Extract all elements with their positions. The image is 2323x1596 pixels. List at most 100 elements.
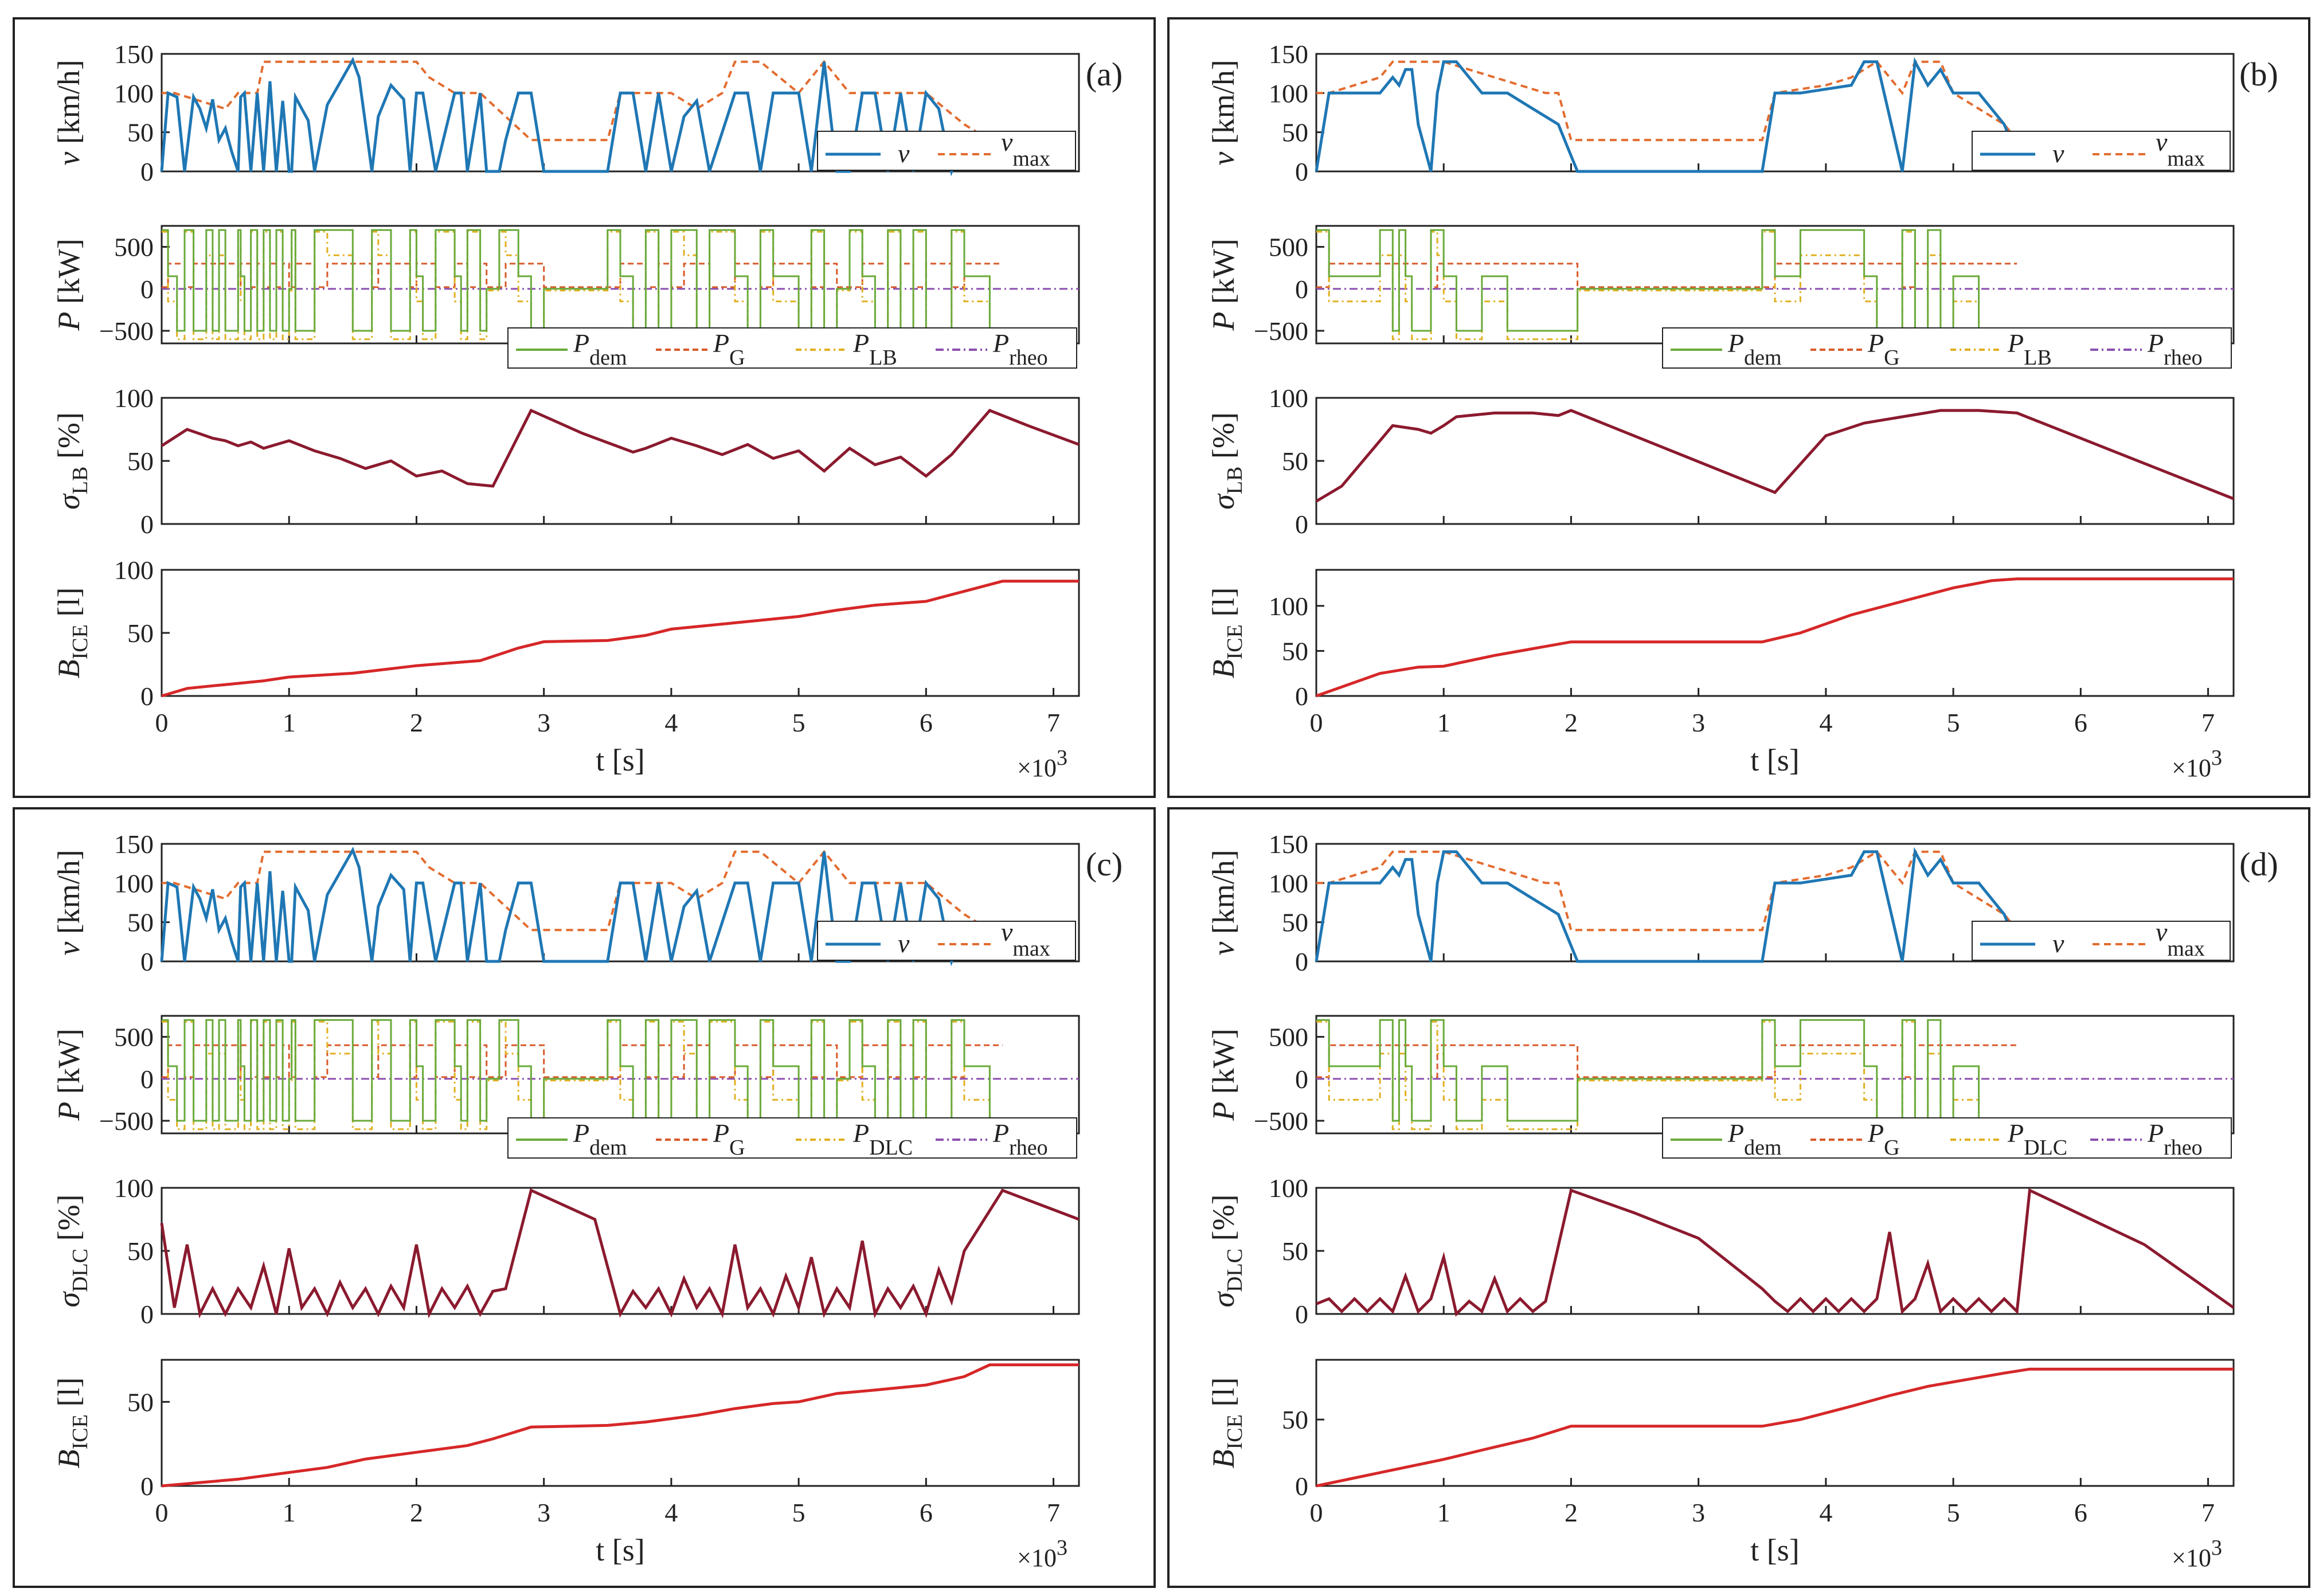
legend-P: Pdem PG PLB Prheo	[507, 327, 1077, 370]
y-tick-label: 50	[127, 908, 154, 937]
axes-box	[161, 397, 1080, 525]
legend-v: v vmax	[1972, 917, 2231, 961]
y-axis-label: σLB [%]	[1206, 412, 1247, 510]
y-tick-label: 50	[1282, 1405, 1308, 1434]
x-tick-label: 2	[410, 708, 423, 737]
y-tick-label: 100	[114, 384, 154, 413]
legend-Pdem-label: Pdem	[573, 1118, 627, 1160]
y-axis-symbol: v	[1206, 152, 1241, 166]
x-tick-label: 6	[2074, 1498, 2087, 1527]
x-tick-label: 1	[283, 708, 296, 737]
axes-box	[1315, 397, 2235, 525]
y-axis-label: v [km/h]	[1206, 60, 1241, 165]
legend-vmax-label: vmax	[1001, 917, 1050, 961]
legend-box	[1662, 1117, 2232, 1159]
y-tick-label: 0	[140, 275, 154, 304]
panel-tag: (a)	[1086, 56, 1123, 93]
legend-Pdem-label: Pdem	[573, 328, 627, 370]
x-axis-exponent: ×103	[2172, 746, 2222, 782]
x-tick-label: 1	[1437, 1498, 1450, 1527]
subplot-P-a: −500 0 500 P [kW] Pdem PG PLB Prheo	[52, 225, 1080, 370]
y-tick-label: −500	[99, 316, 154, 346]
subplot-P-b: −500 0 500 P [kW] Pdem PG PLB Prheo	[1206, 225, 2235, 370]
x-tick-label: 2	[1565, 1498, 1578, 1527]
y-axis-unit: [%]	[52, 412, 86, 466]
x-axis-label: t [s]	[596, 743, 644, 777]
y-tick-label: 50	[1282, 1237, 1308, 1266]
x-tick-label: 7	[2201, 708, 2215, 737]
y-axis-label: P [kW]	[52, 238, 86, 331]
y-axis-symbol: σ	[1206, 1291, 1241, 1308]
y-tick-label: 0	[140, 510, 154, 539]
y-tick-label: 500	[114, 1023, 154, 1052]
subplot-P-c: −500 0 500 P [kW] Pdem PG PDLC Prheo	[52, 1015, 1080, 1160]
x-tick-label: 0	[1310, 1498, 1323, 1527]
y-axis-label: BICE [l]	[52, 588, 92, 679]
subplot-sigma-c: 0 50 100 σDLC [%]	[52, 1173, 1080, 1329]
y-tick-label: 150	[1269, 40, 1308, 69]
axes-box	[1315, 1187, 2235, 1315]
subplot-sigma-b: 0 50 100 σLB [%]	[1206, 384, 2235, 539]
series-v	[1315, 847, 2019, 963]
y-axis-subscript: LB	[1223, 467, 1247, 495]
y-tick-label: 50	[127, 118, 154, 147]
y-tick-label: 500	[1269, 1023, 1308, 1052]
y-axis-label: v [km/h]	[52, 60, 86, 165]
x-tick-label: 3	[1692, 708, 1705, 737]
y-tick-label: 50	[1282, 636, 1308, 666]
x-tick-label: 7	[1047, 708, 1060, 737]
legend-Pstore-label: PLB	[852, 328, 897, 370]
y-axis-label: σDLC [%]	[52, 1194, 92, 1307]
y-tick-label: 150	[114, 40, 154, 69]
series-v	[160, 846, 1004, 967]
axes-box	[1315, 569, 2235, 697]
series-v	[1315, 57, 2019, 173]
y-axis-symbol: P	[52, 312, 86, 331]
x-axis-exponent: ×103	[1017, 746, 1067, 782]
x-tick-label: 2	[410, 1498, 423, 1527]
axes-box	[161, 1187, 1080, 1315]
x-tick-label: 7	[2201, 1498, 2215, 1527]
y-axis-unit: [l]	[1206, 588, 1241, 624]
x-tick-label: 0	[155, 708, 169, 737]
y-axis-unit: [km/h]	[52, 60, 86, 151]
x-tick-label: 5	[1947, 1498, 1960, 1527]
x-tick-label: 4	[1819, 708, 1832, 737]
series-sigma	[1316, 1188, 2235, 1317]
y-tick-label: 100	[114, 1173, 154, 1203]
y-tick-label: 0	[1295, 275, 1308, 304]
y-tick-label: 100	[1269, 592, 1308, 621]
y-axis-unit: [km/h]	[1206, 850, 1241, 941]
y-axis-label: σLB [%]	[52, 412, 92, 510]
subplot-sigma-d: 0 50 100 σDLC [%]	[1206, 1173, 2235, 1329]
y-tick-label: −500	[1254, 1106, 1308, 1136]
y-axis-subscript: DLC	[68, 1249, 92, 1292]
y-tick-label: 0	[1295, 1065, 1308, 1094]
x-tick-label: 4	[1819, 1498, 1832, 1527]
subplot-B-a: 0 50 100 BICE [l] 0 1 2 3 4 5 6 7 t [s] ×103	[52, 556, 1080, 782]
legend-Prheo-label: Prheo	[2147, 1118, 2203, 1160]
y-tick-label: 0	[1295, 510, 1308, 539]
y-axis-symbol: σ	[1206, 493, 1241, 510]
y-tick-label: 150	[114, 830, 154, 859]
legend-v-label: v	[898, 139, 910, 168]
y-tick-label: 50	[127, 1237, 154, 1266]
y-tick-label: 100	[114, 869, 154, 898]
y-axis-label: P [kW]	[52, 1028, 86, 1121]
y-tick-label: 0	[1295, 157, 1308, 186]
legend-vmax-label: vmax	[1001, 127, 1050, 171]
y-tick-label: 0	[140, 157, 154, 186]
y-axis-label: v [km/h]	[52, 850, 86, 955]
y-tick-label: 100	[114, 79, 154, 108]
legend-Pstore-label: PDLC	[852, 1118, 913, 1160]
y-tick-label: 500	[1269, 233, 1308, 262]
y-tick-label: 150	[1269, 830, 1308, 859]
legend-box	[507, 327, 1077, 369]
y-axis-symbol: B	[52, 1449, 86, 1468]
y-axis-symbol: P	[1206, 312, 1241, 331]
